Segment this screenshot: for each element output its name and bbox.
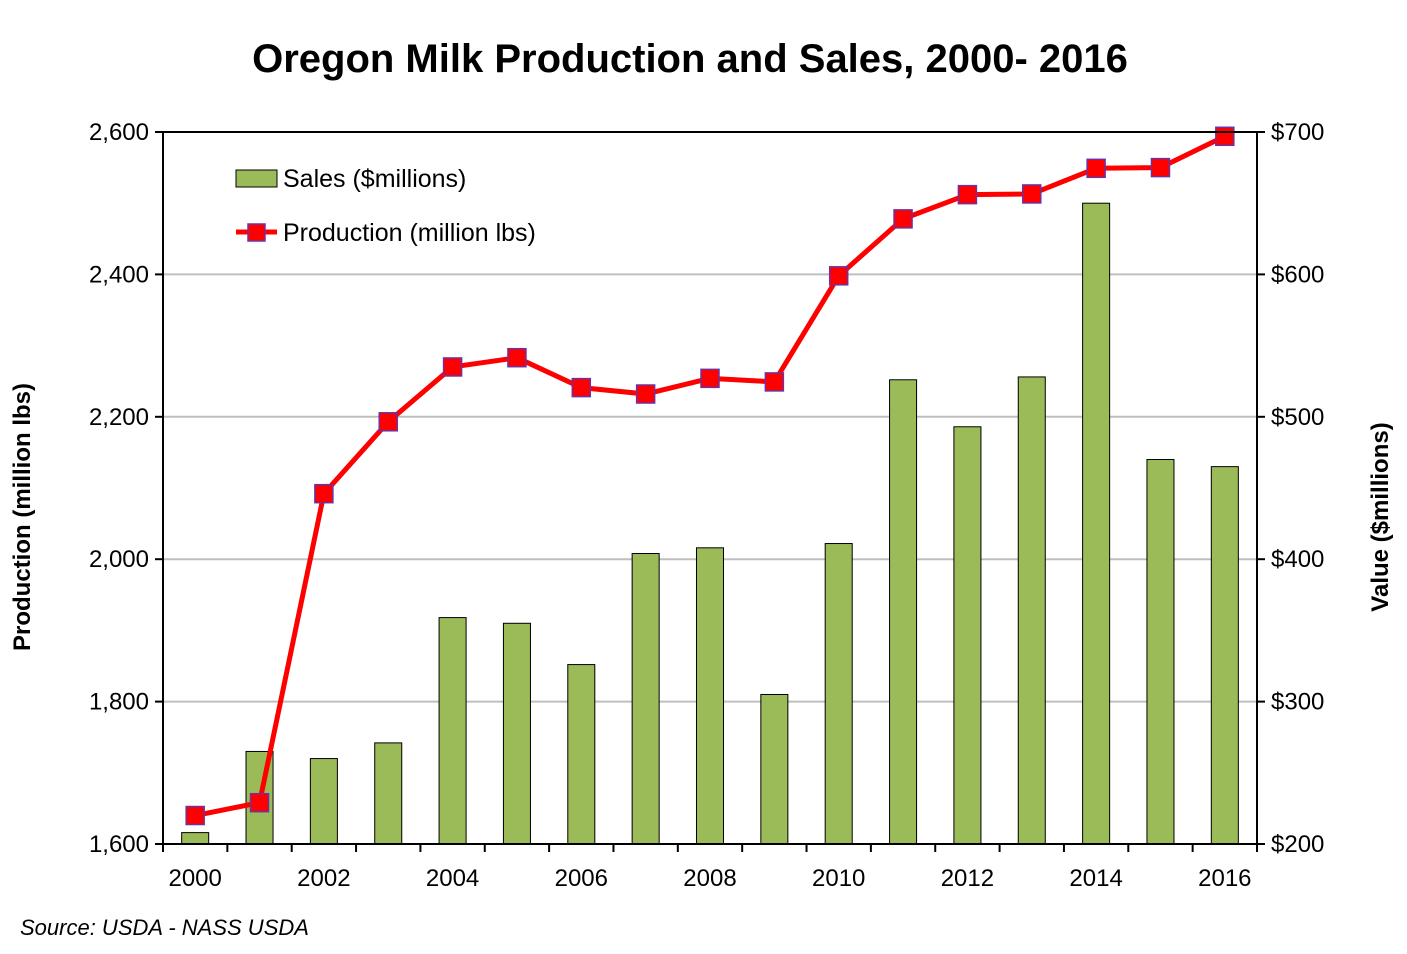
sales-bar xyxy=(889,379,918,845)
left-axis: 1,600 1,800 2,000 2,200 2,400 2,600 xyxy=(89,119,163,858)
right-tick-label: $700 xyxy=(1271,119,1324,146)
sales-bar xyxy=(824,543,853,845)
production-marker xyxy=(185,805,205,826)
production-marker xyxy=(507,347,527,368)
x-tick-label: 2004 xyxy=(426,865,479,892)
left-tick-label: 2,200 xyxy=(89,404,149,431)
left-tick-label: 2,400 xyxy=(89,261,149,288)
sales-bar xyxy=(760,693,789,845)
right-tick-label: $200 xyxy=(1271,831,1324,858)
sales-bar xyxy=(953,426,982,845)
production-marker xyxy=(893,209,913,229)
sales-bar xyxy=(502,622,531,845)
production-marker xyxy=(764,372,785,392)
production-marker xyxy=(828,266,849,286)
production-marker xyxy=(1086,158,1106,179)
sales-bar xyxy=(374,742,403,845)
x-tick-label: 2000 xyxy=(168,865,221,892)
left-tick-label: 2,600 xyxy=(89,119,149,146)
right-axis: $200 $300 $400 $500 $600 $700 xyxy=(1257,119,1324,858)
right-axis-title: Value ($millions) xyxy=(1367,422,1394,611)
legend: Sales ($millions) Production (million lb… xyxy=(235,165,536,247)
x-tick-label: 2010 xyxy=(812,865,865,892)
legend-line-marker xyxy=(247,223,266,242)
sales-bar xyxy=(1017,376,1046,845)
production-markers xyxy=(185,126,1235,826)
legend-production-label: Production (million lbs) xyxy=(283,219,536,247)
left-tick-label: 1,800 xyxy=(89,689,149,716)
x-tick-label: 2006 xyxy=(555,865,608,892)
sales-bar xyxy=(438,617,467,845)
sales-bar xyxy=(1146,459,1175,845)
right-tick-label: $600 xyxy=(1271,261,1324,288)
production-marker xyxy=(571,377,592,398)
left-tick-label: 2,000 xyxy=(89,546,149,573)
sales-bar xyxy=(567,664,596,845)
right-tick-label: $500 xyxy=(1271,404,1324,431)
production-marker xyxy=(249,792,270,813)
sales-bars xyxy=(181,202,1239,845)
right-tick-label: $300 xyxy=(1271,689,1324,716)
sales-bar xyxy=(1210,466,1239,845)
x-axis: 2000 2002 2004 2006 2008 2010 2012 2014 2016 xyxy=(162,844,1258,892)
x-tick-label: 2016 xyxy=(1198,865,1251,892)
source-note: Source: USDA - NASS USDA xyxy=(20,915,309,940)
production-marker xyxy=(700,368,720,389)
production-marker xyxy=(1022,184,1042,204)
plot-area-frame xyxy=(162,131,1258,845)
legend-sales-label: Sales ($millions) xyxy=(283,165,466,193)
production-marker xyxy=(635,384,656,404)
right-tick-label: $400 xyxy=(1271,546,1324,573)
production-marker xyxy=(1150,157,1171,178)
x-tick-label: 2012 xyxy=(941,865,994,892)
x-tick-label: 2002 xyxy=(297,865,350,892)
production-marker xyxy=(314,483,334,504)
sales-bar xyxy=(631,553,660,845)
sales-bar xyxy=(181,832,210,845)
production-marker xyxy=(957,184,978,205)
left-axis-title: Production (million lbs) xyxy=(9,383,36,651)
sales-bar xyxy=(309,758,338,845)
production-marker xyxy=(1215,126,1235,147)
legend-bar-swatch xyxy=(235,169,278,188)
chart-title: Oregon Milk Production and Sales, 2000- … xyxy=(252,37,1128,81)
x-tick-label: 2008 xyxy=(683,865,736,892)
sales-bar xyxy=(695,547,725,845)
left-tick-label: 1,600 xyxy=(89,831,149,858)
production-marker xyxy=(378,412,398,432)
sales-bar xyxy=(1082,202,1111,845)
production-marker xyxy=(442,357,463,377)
x-tick-label: 2014 xyxy=(1069,865,1122,892)
